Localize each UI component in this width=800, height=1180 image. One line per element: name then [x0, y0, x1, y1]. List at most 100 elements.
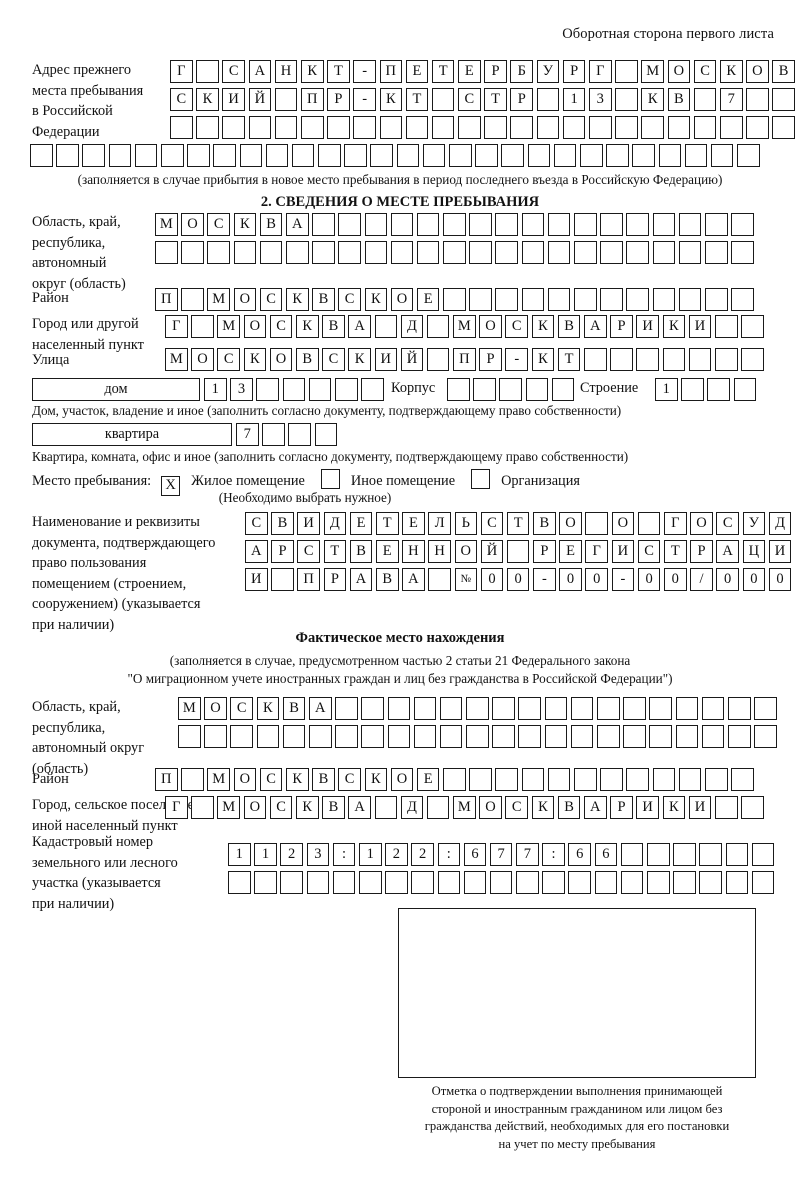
district-row-cell-16[interactable]	[547, 288, 571, 311]
prev-address-row-3-cell-9[interactable]	[379, 116, 403, 139]
prev-address-row-1-cell-12[interactable]: Е	[458, 60, 481, 83]
document-row-2-cell-8[interactable]: Н	[428, 540, 451, 563]
actual-region-row-1-cell-4[interactable]: К	[256, 697, 280, 720]
actual-city-row-cell-12[interactable]: М	[453, 796, 476, 819]
prev-address-row-3-cell-24[interactable]	[772, 116, 795, 139]
document-row-2-cell-6[interactable]: Е	[375, 540, 399, 563]
document-row-2-cell-12[interactable]: Р	[533, 540, 556, 563]
document-row-2-cell-16[interactable]: С	[637, 540, 661, 563]
actual-region-row-2-cell-9[interactable]	[387, 725, 411, 748]
district-row-cell-2[interactable]	[181, 288, 204, 311]
region-row-1-cell-4[interactable]: К	[233, 213, 257, 236]
actual-district-row-cell-20[interactable]	[652, 768, 676, 791]
region-row-1-cell-23[interactable]	[731, 213, 754, 236]
cadastral-row-2-cell-5[interactable]	[332, 871, 356, 894]
prev-address-row-4-cell-9[interactable]	[239, 144, 263, 167]
document-row-1-cell-16[interactable]	[637, 512, 661, 535]
street-row-cell-3[interactable]: С	[217, 348, 240, 371]
region-row-2-cell-22[interactable]	[704, 241, 728, 264]
street-row-cell-14[interactable]: -	[505, 348, 529, 371]
document-row-1-cell-10[interactable]: С	[480, 512, 504, 535]
prev-address-row-4-cell-4[interactable]	[108, 144, 132, 167]
actual-city-row-cell-4[interactable]: О	[243, 796, 267, 819]
actual-city-row-cell-21[interactable]: И	[688, 796, 712, 819]
prev-address-row-2-cell-23[interactable]	[746, 88, 769, 111]
district-row-cell-6[interactable]: К	[285, 288, 309, 311]
city-row-cell-11[interactable]	[426, 315, 450, 338]
prev-address-row-1-cell-15[interactable]: У	[536, 60, 560, 83]
document-row-1-cell-6[interactable]: Т	[375, 512, 399, 535]
street-row-cell-19[interactable]	[636, 348, 659, 371]
document-row-3-cell-16[interactable]: 0	[637, 568, 661, 591]
document-row-1-cell-14[interactable]	[585, 512, 609, 535]
city-row-cell-15[interactable]: К	[531, 315, 555, 338]
prev-address-row-4-cell-2[interactable]	[56, 144, 79, 167]
prev-address-row-2-cell-9[interactable]: К	[379, 88, 403, 111]
street-row-cell-7[interactable]: С	[322, 348, 345, 371]
cadastral-row-2-cell-7[interactable]	[385, 871, 408, 894]
region-row-1-cell-12[interactable]	[443, 213, 466, 236]
actual-city-row-cell-17[interactable]: А	[584, 796, 607, 819]
prev-address-row-2-cell-7[interactable]: Р	[327, 88, 350, 111]
street-row-cell-23[interactable]	[741, 348, 764, 371]
prev-address-row-3-cell-3[interactable]	[222, 116, 245, 139]
cadastral-row-2-cell-14[interactable]	[568, 871, 592, 894]
prev-address-row-2-cell-21[interactable]	[693, 88, 717, 111]
cadastral-row-2-cell-4[interactable]	[306, 871, 330, 894]
actual-district-row-cell-13[interactable]	[469, 768, 492, 791]
district-row-cell-13[interactable]	[469, 288, 492, 311]
prev-address-row-2-cell-13[interactable]: Т	[484, 88, 507, 111]
prev-address-row-3-cell-2[interactable]	[196, 116, 219, 139]
flat-number-cells[interactable]: 7	[236, 423, 338, 446]
prev-address-row-2-cell-2[interactable]: К	[196, 88, 219, 111]
prev-address-row-3-cell-21[interactable]	[693, 116, 717, 139]
document-row-3-cell-15[interactable]: -	[611, 568, 635, 591]
prev-address-row-4-cell-7[interactable]	[187, 144, 210, 167]
district-row-cell-3[interactable]: М	[207, 288, 230, 311]
house-number-cells-cell-1[interactable]: 1	[204, 378, 227, 401]
prev-address-row-4-cell-10[interactable]	[265, 144, 289, 167]
document-row-2-cell-3[interactable]: С	[297, 540, 320, 563]
actual-city-row-cell-6[interactable]: К	[295, 796, 319, 819]
flat-box-label[interactable]: квартира	[32, 423, 232, 446]
document-row-3-cell-6[interactable]: В	[375, 568, 399, 591]
document-row-3-cell-1[interactable]: И	[245, 568, 268, 591]
prev-address-row-4-cell-27[interactable]	[710, 144, 734, 167]
actual-region-row-1-cell-3[interactable]: С	[230, 697, 253, 720]
prev-address-row-2-cell-20[interactable]: В	[667, 88, 691, 111]
region-row-2-cell-11[interactable]	[416, 241, 440, 264]
prev-address-row-4-cell-14[interactable]	[370, 144, 394, 167]
city-row-cell-2[interactable]	[191, 315, 214, 338]
prev-address-row-4-cell-21[interactable]	[553, 144, 577, 167]
actual-city-row-cell-23[interactable]	[741, 796, 764, 819]
document-row-1-cell-20[interactable]: У	[742, 512, 766, 535]
region-row-1-cell-8[interactable]	[338, 213, 361, 236]
document-row-1-cell-19[interactable]: С	[716, 512, 739, 535]
region-row-1-cell-17[interactable]	[574, 213, 597, 236]
region-row-1-cell-9[interactable]	[364, 213, 388, 236]
prev-address-row-3-cell-18[interactable]	[615, 116, 638, 139]
prev-address-row-4-cell-25[interactable]	[658, 144, 682, 167]
actual-region-row-2-cell-17[interactable]	[597, 725, 620, 748]
region-row-2-cell-8[interactable]	[338, 241, 361, 264]
prev-address-row-2-cell-11[interactable]	[431, 88, 455, 111]
prev-address-row-4-cell-20[interactable]	[527, 144, 551, 167]
document-row-3-cell-18[interactable]: /	[690, 568, 713, 591]
prev-address-row-2-cell-24[interactable]	[772, 88, 795, 111]
actual-city-row-cell-14[interactable]: С	[505, 796, 529, 819]
cadastral-row-1-cell-3[interactable]: 2	[280, 843, 303, 866]
stroenie-cells-cell-2[interactable]	[681, 378, 704, 401]
prev-address-row-2-cell-18[interactable]	[615, 88, 638, 111]
actual-district-row-cell-2[interactable]	[181, 768, 204, 791]
document-row-3-cell-17[interactable]: 0	[664, 568, 687, 591]
city-row-cell-18[interactable]: Р	[610, 315, 633, 338]
actual-city-row-cell-11[interactable]	[426, 796, 450, 819]
document-row-1-cell-7[interactable]: Е	[402, 512, 425, 535]
document-row-3[interactable]: И П Р А В А № 0 0-0 0-0 0/0 0 0	[245, 568, 792, 591]
actual-region-row-2-cell-14[interactable]	[518, 725, 542, 748]
document-row-3-cell-14[interactable]: 0	[585, 568, 609, 591]
document-row-3-cell-10[interactable]: 0	[480, 568, 504, 591]
